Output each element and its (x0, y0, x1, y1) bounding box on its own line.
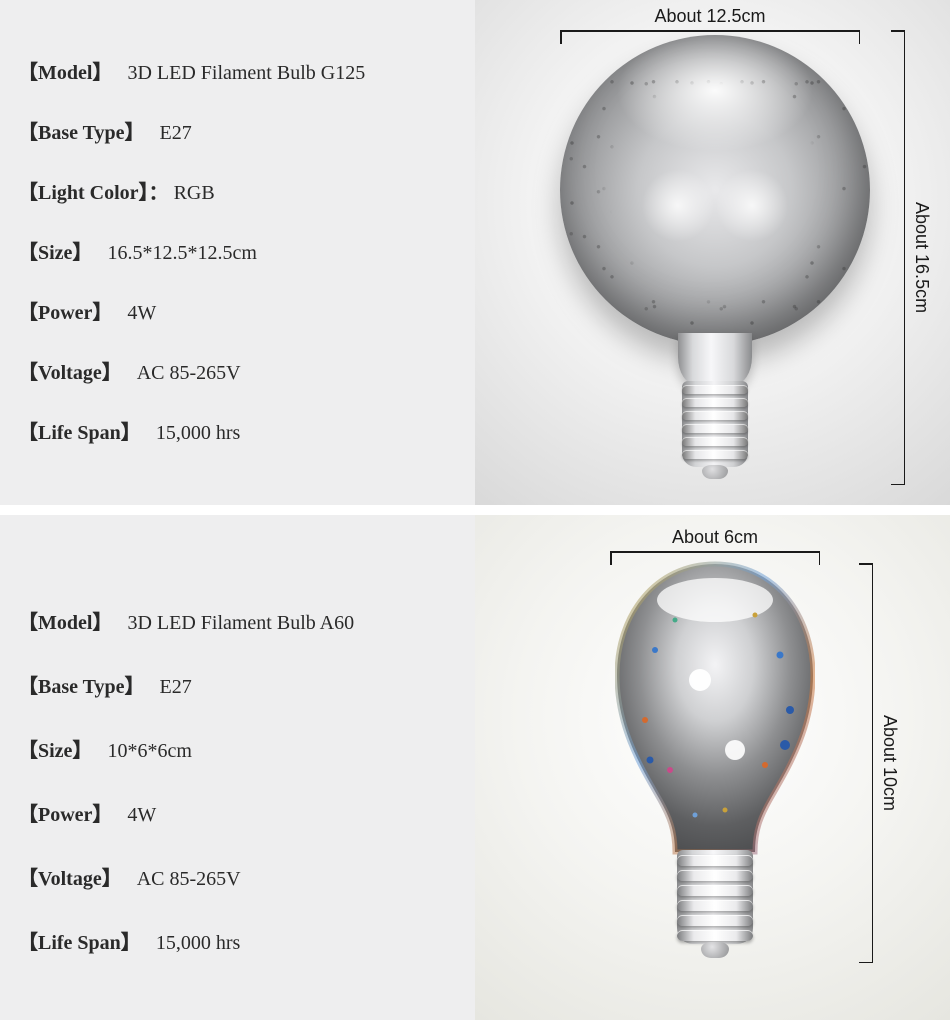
spec-model: 【Model】 3D LED Filament Bulb A60 (18, 610, 457, 636)
spec-power: 【Power】 4W (18, 300, 457, 326)
spec-label: 【Model】 (18, 612, 112, 634)
spec-value: 16.5*12.5*12.5cm (107, 242, 256, 264)
spec-base-type: 【Base Type】 E27 (18, 674, 457, 700)
spec-list-a60: 【Model】 3D LED Filament Bulb A60 【Base T… (0, 515, 475, 1020)
spec-voltage: 【Voltage】 AC 85-265V (18, 360, 457, 386)
dimension-height: About 16.5cm (891, 30, 932, 485)
spec-value: AC 85-265V (137, 362, 241, 384)
spec-value: 15,000 hrs (156, 422, 240, 444)
product-panel-g125: 【Model】 3D LED Filament Bulb G125 【Base … (0, 0, 950, 505)
spec-power: 【Power】 4W (18, 802, 457, 828)
dimension-height-label: About 16.5cm (911, 202, 932, 313)
spec-list-g125: 【Model】 3D LED Filament Bulb G125 【Base … (0, 0, 475, 505)
bulb-body-icon (615, 560, 815, 870)
spec-label: 【Power】 (18, 302, 112, 324)
spec-label: 【Size】 (18, 740, 92, 762)
bulb-illustration-a60 (615, 560, 815, 960)
spec-label: 【Base Type】 (18, 122, 145, 144)
spec-label: 【Light Color】： (18, 182, 169, 204)
dimension-width-label: About 6cm (672, 527, 758, 548)
spec-value: 10*6*6cm (107, 740, 191, 762)
spec-label: 【Life Span】 (18, 932, 141, 954)
spec-life-span: 【Life Span】 15,000 hrs (18, 420, 457, 446)
spec-size: 【Size】 10*6*6cm (18, 738, 457, 764)
spec-voltage: 【Voltage】 AC 85-265V (18, 866, 457, 892)
spec-value: 15,000 hrs (156, 932, 240, 954)
dimension-height: About 10cm (859, 563, 900, 963)
spec-life-span: 【Life Span】 15,000 hrs (18, 930, 457, 956)
spec-label: 【Base Type】 (18, 676, 145, 698)
dimension-width-label: About 12.5cm (654, 6, 765, 27)
spec-label: 【Model】 (18, 62, 112, 84)
spec-label: 【Voltage】 (18, 362, 122, 384)
spec-label: 【Voltage】 (18, 868, 122, 890)
spec-label: 【Life Span】 (18, 422, 141, 444)
product-figure-g125: About 12.5cm About 16.5cm (475, 0, 950, 505)
product-panel-a60: 【Model】 3D LED Filament Bulb A60 【Base T… (0, 515, 950, 1020)
spec-model: 【Model】 3D LED Filament Bulb G125 (18, 60, 457, 86)
spec-value: AC 85-265V (137, 868, 241, 890)
spec-value: E27 (160, 122, 192, 144)
spec-label: 【Power】 (18, 804, 112, 826)
spec-size: 【Size】 16.5*12.5*12.5cm (18, 240, 457, 266)
spec-value: RGB (174, 182, 215, 204)
spec-value: 3D LED Filament Bulb A60 (127, 612, 354, 634)
bulb-illustration-g125 (560, 25, 870, 485)
spec-value: 3D LED Filament Bulb G125 (127, 62, 365, 84)
spec-value: 4W (127, 804, 156, 826)
dimension-height-label: About 10cm (879, 715, 900, 811)
spec-value: 4W (127, 302, 156, 324)
product-figure-a60: About 6cm About 10cm (475, 515, 950, 1020)
spec-label: 【Size】 (18, 242, 92, 264)
spec-base-type: 【Base Type】 E27 (18, 120, 457, 146)
spec-value: E27 (160, 676, 192, 698)
spec-light-color: 【Light Color】： RGB (18, 180, 457, 206)
